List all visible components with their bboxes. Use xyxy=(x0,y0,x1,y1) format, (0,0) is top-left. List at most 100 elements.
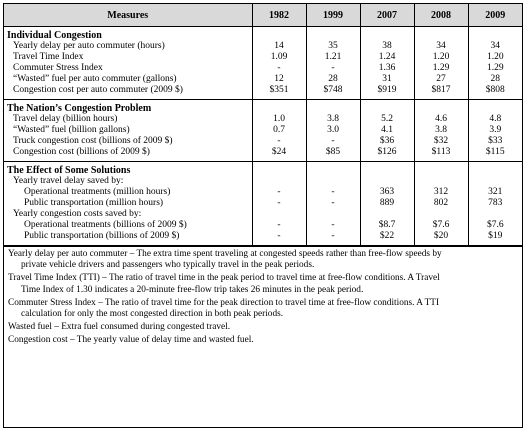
value-cell xyxy=(306,209,361,220)
value-cell: 38 xyxy=(360,41,415,52)
definition-text: Yearly delay per auto commuter – The ext… xyxy=(8,249,442,259)
value-cell: - xyxy=(252,220,307,231)
value-cell: 14 xyxy=(252,41,307,52)
value-cell: 1.0 xyxy=(252,114,307,125)
definitions-section: Yearly delay per auto commuter – The ext… xyxy=(4,246,522,347)
value-cell: - xyxy=(306,220,361,231)
section-title: The Nation’s Congestion Problem xyxy=(4,99,253,114)
value-cell xyxy=(306,26,361,41)
table-row: Commuter Stress Index - -1.36 1.29 1.29 xyxy=(4,63,522,74)
measure-label: Congestion cost per auto commuter (2009 … xyxy=(4,85,253,100)
definition-item: Yearly delay per auto commuter – The ext… xyxy=(8,249,518,271)
value-cell: 4.8 xyxy=(489,114,502,124)
value-cell: $7.6 xyxy=(486,220,504,230)
table-row: Yearly delay per auto commuter (hours) 14… xyxy=(4,41,522,52)
measure-label: Travel delay (billion hours) xyxy=(4,114,253,125)
value-cell: - xyxy=(252,187,307,198)
value-cell: 1.36 xyxy=(360,63,415,74)
table-row: Public transportation (million hours) - -8… xyxy=(4,198,522,209)
value-cell: $126 xyxy=(360,147,415,162)
definition-continuation: Time Index of 1.30 indicates a 20-minute… xyxy=(21,284,364,295)
value-cell xyxy=(414,176,469,187)
year-header-1999: 1999 xyxy=(306,4,361,27)
definition-continuation: calculation for only the most congested … xyxy=(21,309,284,320)
value-cell xyxy=(360,161,415,176)
year-header-2009: 2009 xyxy=(468,4,522,27)
value-cell xyxy=(252,176,307,187)
value-cell xyxy=(468,162,522,177)
measure-label: Truck congestion cost (billions of 2009 … xyxy=(4,136,253,147)
measure-label: Yearly delay per auto commuter (hours) xyxy=(4,41,253,52)
value-cell: - xyxy=(306,187,361,198)
value-cell: 802 xyxy=(414,198,469,209)
measure-label: Public transportation (billions of 2009 … xyxy=(4,231,253,246)
value-cell: 34 xyxy=(414,41,469,52)
value-cell: 5.2 xyxy=(360,114,415,125)
value-cell: 889 xyxy=(360,198,415,209)
congestion-measures-table: Measures 1982 1999 2007 2008 2009 Indivi… xyxy=(4,4,522,246)
value-cell: 28 xyxy=(490,74,501,84)
value-cell: 4.1 xyxy=(360,125,415,136)
year-header-2008: 2008 xyxy=(414,4,469,27)
value-cell: 3.8 xyxy=(306,114,361,125)
value-cell: $32 xyxy=(414,136,469,147)
definition-text: Congestion cost – The yearly value of de… xyxy=(8,335,254,346)
value-cell: 12 xyxy=(252,74,307,85)
value-cell: $20 xyxy=(414,231,469,246)
value-cell: - xyxy=(306,63,361,74)
year-header-2007: 2007 xyxy=(360,4,415,27)
congestion-measures-document: Measures 1982 1999 2007 2008 2009 Indivi… xyxy=(3,3,523,428)
table-row: “Wasted” fuel per auto commuter (gallons… xyxy=(4,74,522,85)
measure-label: Operational treatments (billions of 2009… xyxy=(4,220,253,231)
measure-label: “Wasted” fuel per auto commuter (gallons… xyxy=(4,74,253,85)
value-cell xyxy=(414,161,469,176)
value-cell: 34 xyxy=(490,41,501,51)
value-cell xyxy=(468,176,522,187)
value-cell xyxy=(306,161,361,176)
value-cell xyxy=(468,27,522,42)
value-cell: - xyxy=(252,198,307,209)
definition-item: Wasted fuel – Extra fuel consumed during… xyxy=(8,322,518,333)
value-cell xyxy=(468,209,522,220)
value-cell: - xyxy=(252,231,307,246)
measure-label: Public transportation (million hours) xyxy=(4,198,253,209)
value-cell: $113 xyxy=(414,147,469,162)
section-title: Individual Congestion xyxy=(4,26,253,41)
section-title: The Effect of Some Solutions xyxy=(4,161,253,176)
table-row: Congestion cost (billions of 2009 $) $24 $… xyxy=(4,147,522,162)
value-cell: - xyxy=(252,63,307,74)
value-cell xyxy=(360,176,415,187)
definition-item: Travel Time Index (TTI) – The ratio of t… xyxy=(8,273,518,295)
value-cell: 4.6 xyxy=(414,114,469,125)
measure-label: Yearly travel delay saved by: xyxy=(4,176,253,187)
value-cell: 1.09 xyxy=(252,52,307,63)
year-header-1982: 1982 xyxy=(252,4,307,27)
definition-text: Travel Time Index (TTI) – The ratio of t… xyxy=(8,273,440,284)
measure-label: Congestion cost (billions of 2009 $) xyxy=(4,147,253,162)
value-cell xyxy=(414,209,469,220)
value-cell: $33 xyxy=(488,136,503,146)
measure-label: Yearly congestion costs saved by: xyxy=(4,209,253,220)
value-cell xyxy=(360,26,415,41)
section-title-row: The Effect of Some Solutions xyxy=(4,161,522,177)
value-cell: 3.9 xyxy=(489,125,502,135)
value-cell: $919 xyxy=(360,85,415,100)
section-title-row: The Nation’s Congestion Problem xyxy=(4,99,522,115)
value-cell: 321 xyxy=(488,187,503,197)
value-cell xyxy=(306,176,361,187)
value-cell: - xyxy=(252,136,307,147)
value-cell: 1.21 xyxy=(306,52,361,63)
value-cell: 27 xyxy=(414,74,469,85)
value-cell xyxy=(360,209,415,220)
value-cell: 363 xyxy=(360,187,415,198)
value-cell: 1.29 xyxy=(414,63,469,74)
header-row: Measures 1982 1999 2007 2008 2009 xyxy=(4,4,522,27)
value-cell xyxy=(468,100,522,115)
group-title-row: Yearly congestion costs saved by: xyxy=(4,209,522,220)
value-cell: - xyxy=(306,136,361,147)
definition-continuation: private vehicle drivers and passengers w… xyxy=(21,260,315,271)
value-cell: $8.7 xyxy=(360,220,415,231)
value-cell: 3.8 xyxy=(414,125,469,136)
measure-label: Commuter Stress Index xyxy=(4,63,253,74)
value-cell: $7.6 xyxy=(414,220,469,231)
